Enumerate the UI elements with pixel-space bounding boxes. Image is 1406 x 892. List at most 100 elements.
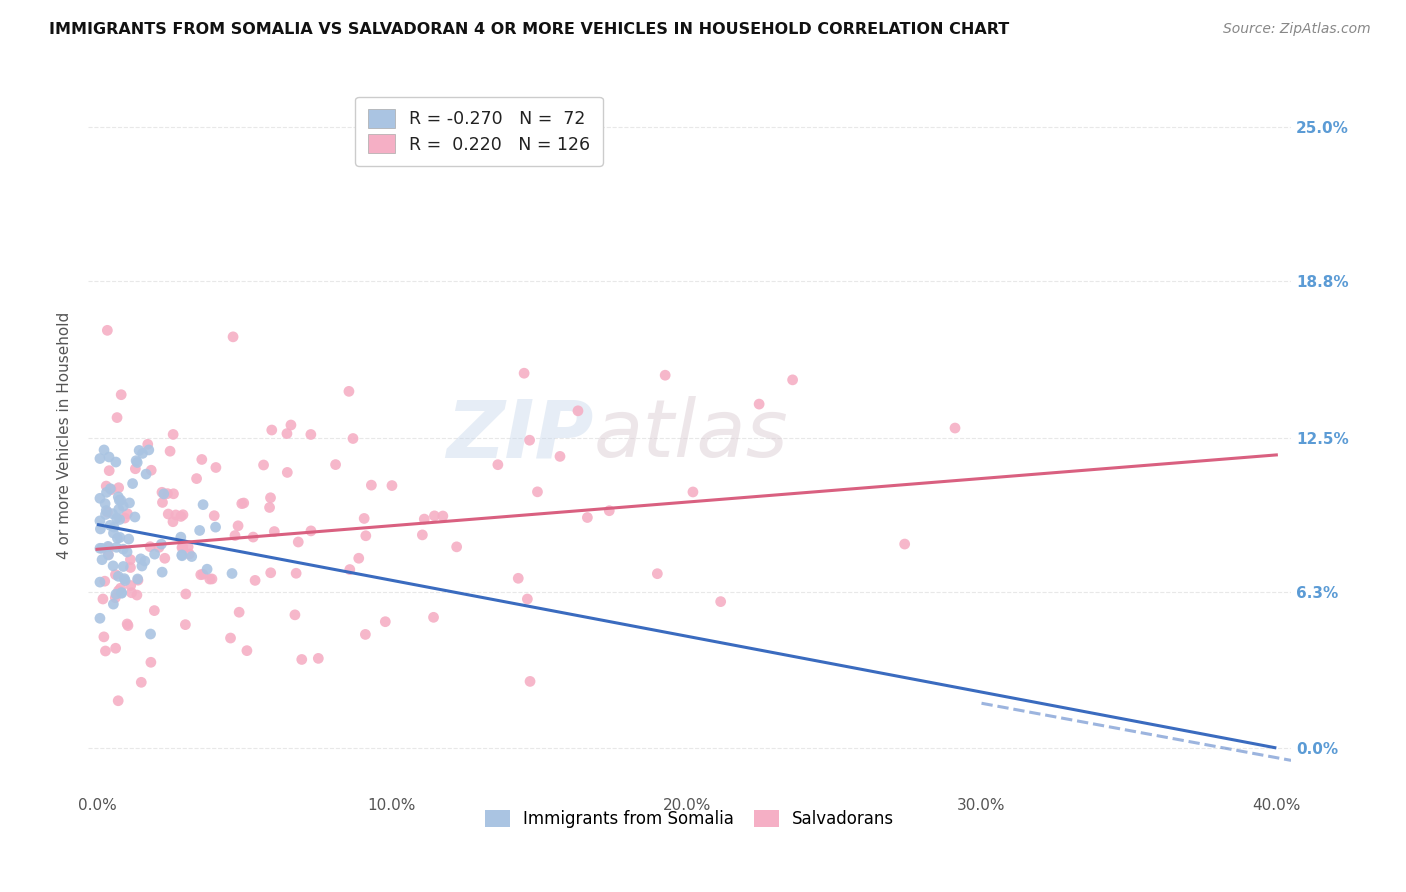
Point xyxy=(188,524,211,538)
Point xyxy=(97,548,120,562)
Point xyxy=(276,426,298,441)
Point xyxy=(93,574,115,589)
Point xyxy=(131,559,153,574)
Point xyxy=(107,583,129,598)
Point xyxy=(943,421,966,435)
Point xyxy=(153,551,176,566)
Point xyxy=(131,446,153,460)
Point xyxy=(136,437,159,451)
Point xyxy=(519,434,541,448)
Point xyxy=(284,607,307,622)
Point xyxy=(152,495,174,509)
Point xyxy=(89,611,111,625)
Point xyxy=(114,574,136,588)
Point xyxy=(124,510,146,524)
Point xyxy=(98,482,121,496)
Point xyxy=(180,549,202,564)
Point xyxy=(120,552,142,566)
Point xyxy=(381,478,404,492)
Point xyxy=(94,508,117,522)
Point xyxy=(97,548,120,562)
Point xyxy=(117,507,139,521)
Point xyxy=(110,585,132,599)
Point xyxy=(107,569,129,583)
Point xyxy=(108,493,131,508)
Point xyxy=(299,427,322,442)
Point xyxy=(98,450,121,464)
Point xyxy=(104,455,127,469)
Point xyxy=(353,511,375,525)
Point xyxy=(114,511,136,525)
Point xyxy=(150,565,173,579)
Point xyxy=(128,443,150,458)
Point xyxy=(374,615,396,629)
Point xyxy=(360,478,382,492)
Point xyxy=(260,423,283,437)
Point xyxy=(191,498,214,512)
Point xyxy=(243,574,266,588)
Point xyxy=(291,652,314,666)
Point xyxy=(150,537,173,551)
Point xyxy=(219,631,242,645)
Point xyxy=(124,462,146,476)
Text: Source: ZipAtlas.com: Source: ZipAtlas.com xyxy=(1223,22,1371,37)
Point xyxy=(110,581,132,595)
Point xyxy=(127,455,149,469)
Point xyxy=(104,641,127,656)
Point xyxy=(413,512,436,526)
Point xyxy=(486,458,509,472)
Point xyxy=(191,452,214,467)
Point xyxy=(110,493,132,508)
Point xyxy=(91,552,114,566)
Point xyxy=(127,573,149,587)
Point xyxy=(96,485,118,500)
Point xyxy=(242,530,264,544)
Point xyxy=(432,508,454,523)
Point xyxy=(236,643,259,657)
Point xyxy=(89,491,111,506)
Point xyxy=(172,540,194,554)
Point xyxy=(519,674,541,689)
Point xyxy=(112,542,135,557)
Point xyxy=(548,450,571,464)
Point xyxy=(285,566,308,581)
Point xyxy=(101,558,124,573)
Text: IMMIGRANTS FROM SOMALIA VS SALVADORAN 4 OR MORE VEHICLES IN HOUSEHOLD CORRELATIO: IMMIGRANTS FROM SOMALIA VS SALVADORAN 4 … xyxy=(49,22,1010,37)
Point xyxy=(125,588,148,602)
Point xyxy=(162,515,184,529)
Point xyxy=(107,694,129,708)
Point xyxy=(221,566,243,581)
Point xyxy=(139,627,162,641)
Point xyxy=(103,597,125,611)
Point xyxy=(120,578,142,592)
Point xyxy=(170,549,193,563)
Point xyxy=(89,514,111,528)
Point xyxy=(201,572,224,586)
Point xyxy=(252,458,274,472)
Point xyxy=(174,617,197,632)
Point xyxy=(89,451,111,466)
Point xyxy=(231,497,253,511)
Point xyxy=(91,541,114,556)
Point xyxy=(129,551,152,566)
Point xyxy=(94,497,117,511)
Point xyxy=(782,373,804,387)
Point xyxy=(204,520,226,534)
Point xyxy=(127,572,149,586)
Point xyxy=(263,524,285,539)
Point xyxy=(202,508,225,523)
Point xyxy=(576,510,599,524)
Point xyxy=(508,571,530,585)
Point xyxy=(108,512,131,526)
Y-axis label: 4 or more Vehicles in Household: 4 or more Vehicles in Household xyxy=(58,311,72,558)
Point xyxy=(170,548,193,562)
Point xyxy=(226,518,249,533)
Point xyxy=(280,417,302,432)
Point xyxy=(287,535,309,549)
Point xyxy=(165,508,187,522)
Point xyxy=(748,397,770,411)
Point xyxy=(195,562,218,576)
Point xyxy=(89,522,111,536)
Point xyxy=(129,675,152,690)
Point xyxy=(94,644,117,658)
